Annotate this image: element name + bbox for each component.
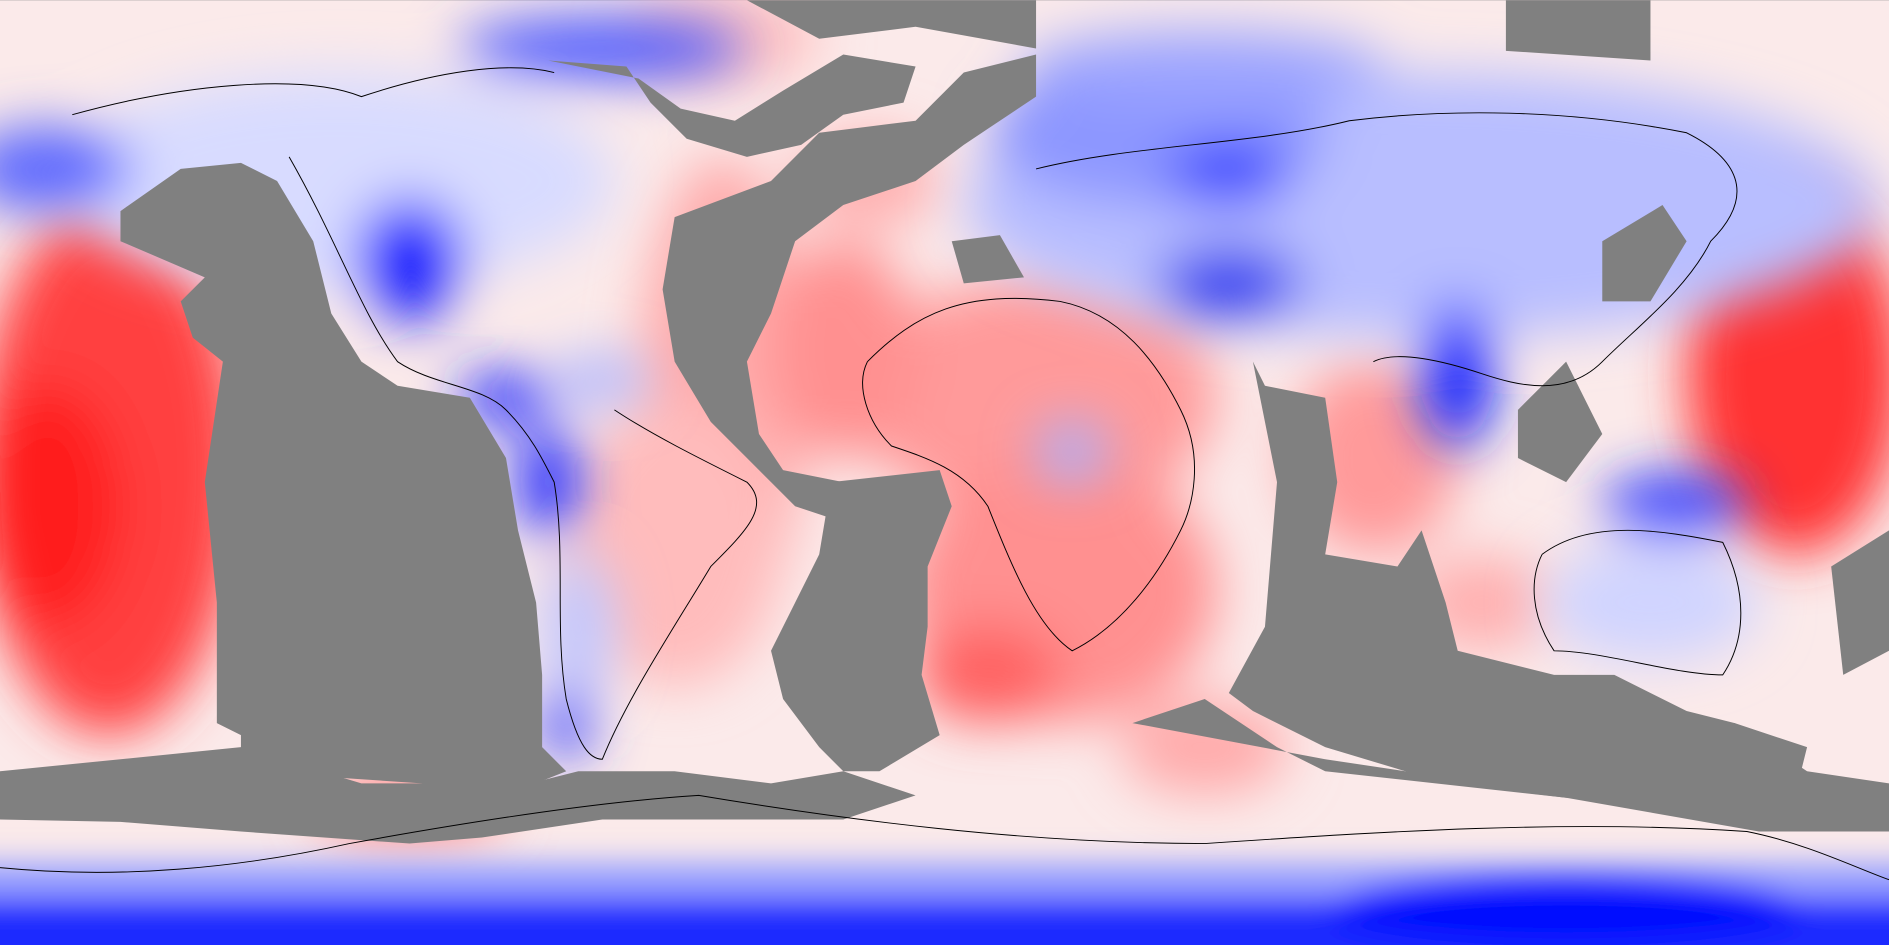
coastlines [0,67,1889,881]
south-band [0,861,1889,945]
no-data-mask [0,0,1889,844]
pink-field [0,0,1889,838]
